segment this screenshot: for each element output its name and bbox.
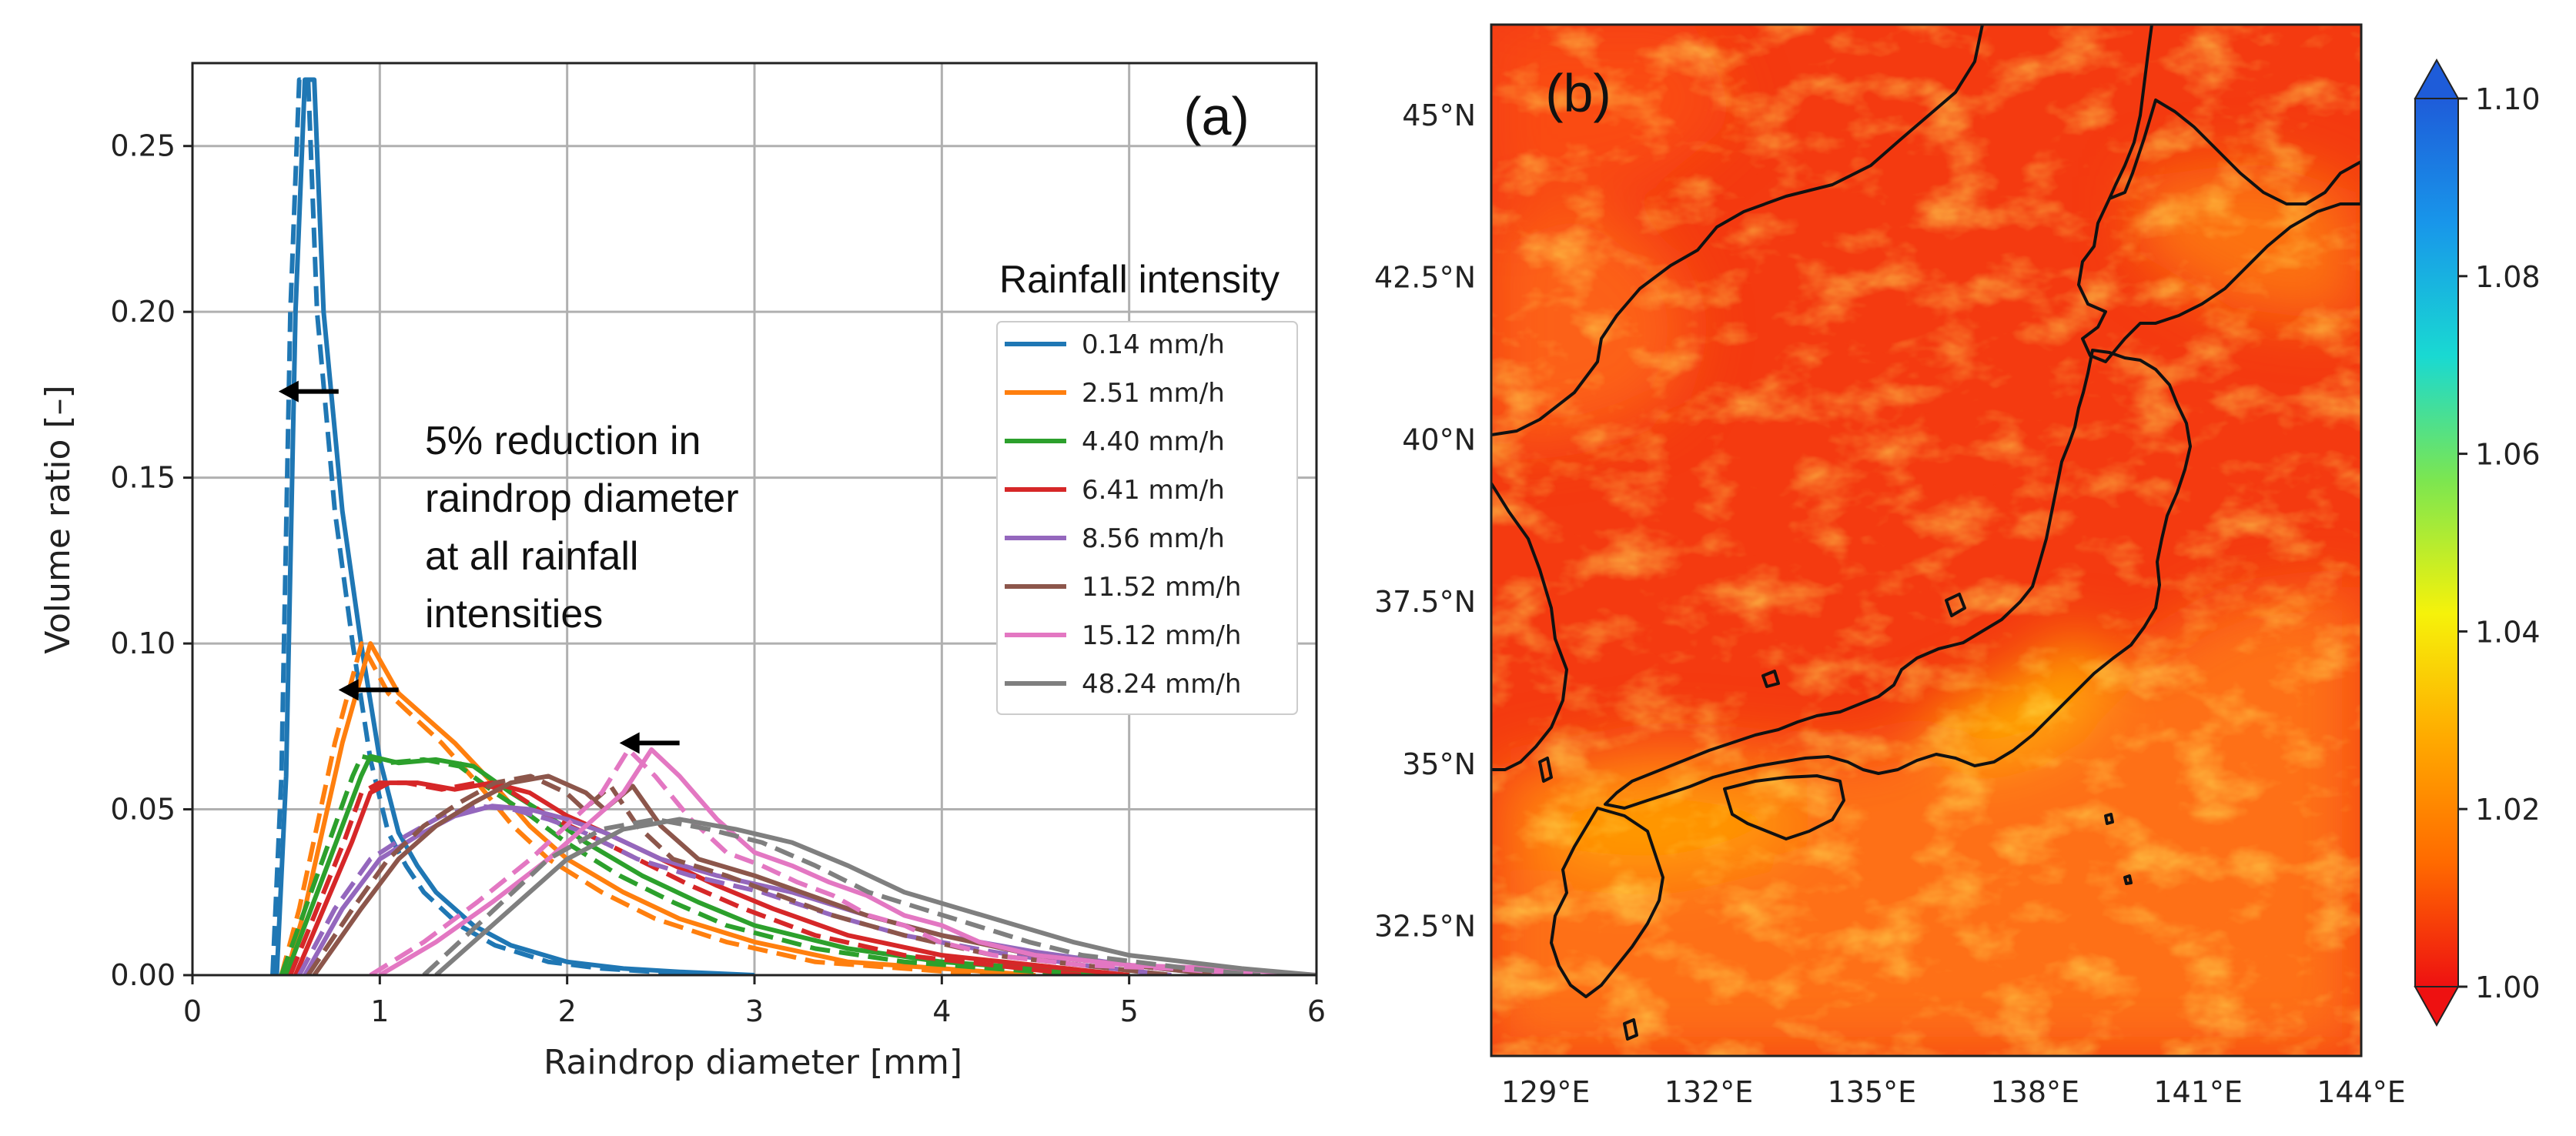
coast-oki-island <box>1761 670 1780 688</box>
colorbar-tick-label: 1.06 <box>2475 438 2541 472</box>
legend-title: Rainfall intensity <box>999 258 1280 301</box>
series-line-observed <box>283 753 1129 975</box>
longitude-label: 141°E <box>2153 1075 2243 1109</box>
series-line-reduced <box>422 817 1261 975</box>
annotation-line-1: 5% reduction in <box>425 419 701 463</box>
reduction-annotation: 5% reduction in raindrop diameter at all… <box>425 419 739 636</box>
series-line-observed <box>283 641 1036 975</box>
coast-kyushu <box>1550 807 1664 998</box>
y-axis-label: Volume ratio [–] <box>38 385 78 653</box>
colorbar-extend-max <box>2414 58 2460 99</box>
x-tick-label: 1 <box>370 994 389 1028</box>
series-line-reduced <box>306 773 1172 975</box>
y-tick-label: 0.00 <box>110 958 176 992</box>
legend-label: 11.52 mm/h <box>1082 572 1241 603</box>
series-line-reduced <box>369 747 1261 975</box>
legend-label: 15.12 mm/h <box>1082 620 1241 651</box>
map-frame <box>1490 23 2363 1057</box>
coastlines <box>1491 25 2361 1041</box>
latitude-label: 37.5°N <box>1374 585 1476 619</box>
series-line-observed <box>293 780 1129 975</box>
series-line-observed <box>274 77 755 975</box>
y-tick-label: 0.20 <box>110 295 176 329</box>
latitude-label: 42.5°N <box>1374 261 1476 295</box>
annotation-line-3: at all rainfall <box>425 534 638 579</box>
longitude-label: 144°E <box>2317 1075 2406 1109</box>
colorbar-extend-min <box>2414 986 2460 1027</box>
coast-asia-mainland <box>1491 25 1984 436</box>
x-tick-label: 5 <box>1120 994 1139 1028</box>
series-line-observed <box>434 817 1316 975</box>
shift-arrows <box>278 380 680 754</box>
colorbar-tick-label: 1.02 <box>2475 793 2541 827</box>
legend-label: 2.51 mm/h <box>1082 378 1225 409</box>
coast-hokkaido <box>2077 99 2361 363</box>
y-tick-label: 0.15 <box>110 461 176 495</box>
coast-sado-island <box>1945 593 1966 617</box>
colorbar-ticks: 1.00 1.02 1.04 1.06 1.08 1.10 <box>2458 82 2541 1004</box>
coast-korea <box>1491 482 1568 771</box>
legend-box <box>996 321 1298 715</box>
series-line-reduced <box>279 753 1083 975</box>
legend-label: 48.24 mm/h <box>1082 669 1241 700</box>
coast-shikoku <box>1723 774 1845 840</box>
volume-ratio-chart: 0 1 2 3 4 5 6 0.00 0.05 0.10 0.15 0.20 0.25 (a) 5% r… <box>38 62 1326 1082</box>
legend-items: 0.14 mm/h 2.51 mm/h 4.40 mm/h 6.41 mm/h 8.56… <box>1005 329 1241 700</box>
legend-label: 0.14 mm/h <box>1082 329 1225 360</box>
japan-map-panel: 129°E 132°E 135°E 138°E 141°E 144°E 45°N 42.5°N… <box>1374 23 2541 1109</box>
x-tick-label: 4 <box>932 994 951 1028</box>
legend-label: 4.40 mm/h <box>1082 426 1225 457</box>
x-axis-label: Raindrop diameter [mm] <box>544 1043 962 1082</box>
annotation-line-4: intensities <box>425 592 603 636</box>
coast-tsushima <box>1538 757 1553 783</box>
legend: Rainfall intensity 0.14 mm/h 2.51 mm/h 4.4… <box>996 258 1298 715</box>
x-tick-label: 2 <box>558 994 577 1028</box>
longitude-label: 129°E <box>1501 1075 1591 1109</box>
latitude-label: 32.5°N <box>1374 909 1476 943</box>
latitude-label: 40°N <box>1402 423 1476 456</box>
coast-honshu <box>1604 349 2192 810</box>
coast-sakhalin <box>2108 25 2153 199</box>
arrow-head <box>338 679 359 701</box>
colorbar: 1.00 1.02 1.04 1.06 1.08 1.10 <box>2414 58 2541 1027</box>
panel-label-b: (b) <box>1545 63 1611 123</box>
x-tick-label: 0 <box>183 994 202 1028</box>
longitude-label: 138°E <box>1990 1075 2079 1109</box>
colorbar-tick-label: 1.10 <box>2475 82 2541 116</box>
legend-label: 6.41 mm/h <box>1082 475 1225 506</box>
map-field <box>1491 25 2361 1056</box>
series-lines <box>270 77 1316 975</box>
colorbar-tick-label: 1.08 <box>2475 260 2541 294</box>
latitude-label: 35°N <box>1402 747 1476 781</box>
coast-tanegashima <box>1623 1018 1638 1041</box>
series-line-reduced <box>279 641 994 975</box>
annotation-line-2: raindrop diameter <box>425 476 739 521</box>
y-tick-label: 0.05 <box>110 793 176 827</box>
series-line-observed <box>312 773 1223 975</box>
y-tick-label: 0.10 <box>110 626 176 660</box>
longitude-label: 135°E <box>1828 1075 1917 1109</box>
map-axis-ticks: 129°E 132°E 135°E 138°E 141°E 144°E 45°N 42.5°N… <box>1374 99 2406 1109</box>
map-texture <box>1491 25 2361 1056</box>
axis-ticks: 0 1 2 3 4 5 6 0.00 0.05 0.10 0.15 0.20 0.25 <box>110 129 1326 1028</box>
panel-label-a: (a) <box>1183 86 1250 146</box>
colorbar-tick-label: 1.00 <box>2475 971 2541 1004</box>
coast-izu-islands <box>2104 813 2133 885</box>
x-tick-label: 3 <box>745 994 764 1028</box>
colorbar-tick-label: 1.04 <box>2475 615 2541 649</box>
plot-frame <box>191 62 1318 977</box>
latitude-label: 45°N <box>1402 99 1476 132</box>
longitude-label: 132°E <box>1664 1075 1754 1109</box>
x-tick-label: 6 <box>1307 994 1326 1028</box>
legend-label: 8.56 mm/h <box>1082 523 1225 554</box>
series-line-reduced <box>270 77 727 975</box>
colorbar-gradient <box>2414 98 2459 987</box>
arrow-head <box>278 380 299 403</box>
series-line-reduced <box>288 780 1083 975</box>
y-tick-label: 0.25 <box>110 129 176 163</box>
arrow-head <box>619 732 640 754</box>
